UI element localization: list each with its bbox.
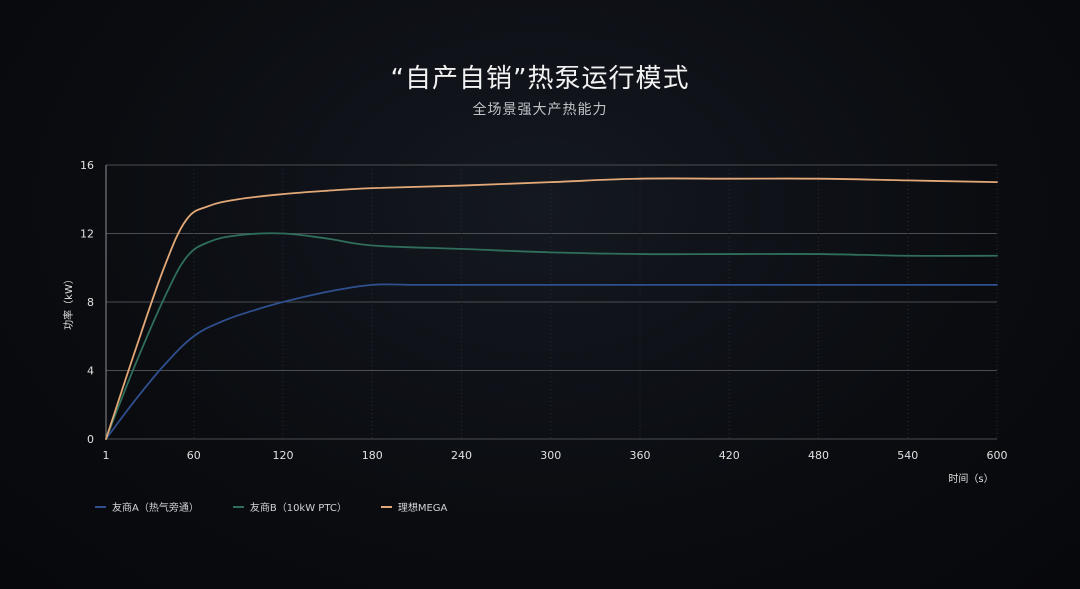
series-c-line: [105, 177, 998, 440]
chart-legend: 友商A（热气旁通） 友商B（10kW PTC） 理想MEGA: [95, 499, 447, 514]
page-subtitle: 全场景强大产热能力: [472, 102, 608, 118]
x-tick-label: 120: [273, 449, 294, 462]
legend-swatch-series-a: [95, 505, 106, 508]
legend-item-series-b: 友商B（10kW PTC）: [232, 499, 347, 514]
axis-layer: 0 4 8 12 16 1 60 120 180 240 300 360 420 480 540 600: [80, 159, 1008, 462]
x-axis-label: 时间（s）: [948, 472, 993, 485]
page-title: “自产自销”热泵运行模式: [390, 64, 690, 94]
legend-swatch-series-b: [232, 505, 244, 508]
legend-swatch-series-c: [380, 505, 392, 508]
x-tick-label: 240: [451, 449, 472, 462]
y-tick-label: 12: [80, 228, 94, 241]
y-tick-label: 8: [87, 296, 94, 309]
x-tick-label: 1: [103, 449, 110, 462]
series-layer: [105, 177, 998, 440]
y-tick-label: 4: [87, 365, 94, 378]
grid-layer: [106, 164, 998, 440]
x-tick-label: 360: [630, 449, 651, 462]
legend-label-series-a: 友商A（热气旁通）: [112, 503, 199, 514]
x-tick-label: 180: [362, 449, 383, 462]
x-tick-label: 420: [719, 449, 740, 462]
y-axis-label: 功率（kW）: [62, 274, 75, 330]
x-tick-label: 60: [187, 449, 201, 462]
legend-item-series-c: 理想MEGA: [380, 499, 448, 514]
legend-label-series-c: 理想MEGA: [397, 503, 448, 514]
legend-item-series-a: 友商A（热气旁通）: [95, 499, 199, 514]
series-b-line: [105, 232, 998, 440]
x-tick-label: 600: [987, 449, 1008, 462]
y-tick-label: 16: [80, 159, 94, 172]
x-tick-label: 540: [897, 449, 918, 462]
legend-label-series-b: 友商B（10kW PTC）: [249, 503, 347, 514]
series-a-line: [105, 283, 998, 440]
x-tick-label: 300: [540, 449, 561, 462]
y-tick-label: 0: [87, 433, 94, 446]
x-tick-label: 480: [808, 449, 829, 462]
